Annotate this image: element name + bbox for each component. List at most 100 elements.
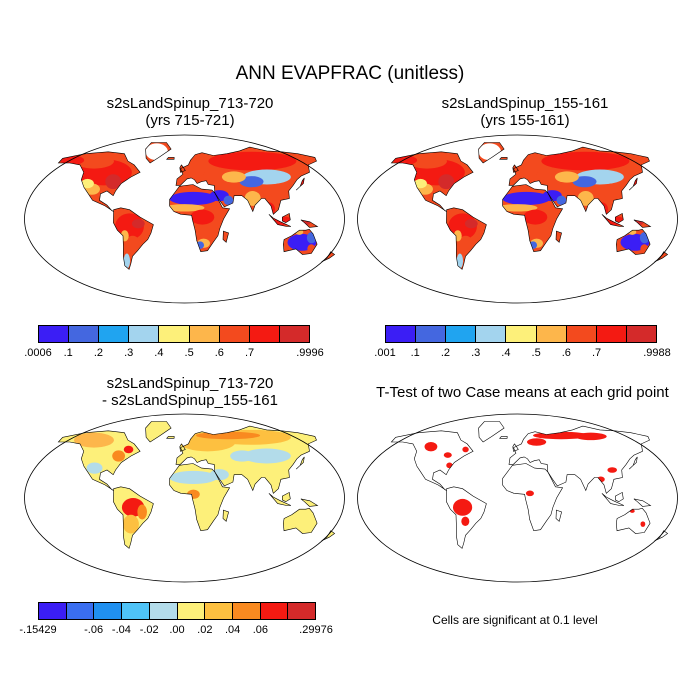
field-patch (230, 450, 255, 462)
colorbar-swatch (446, 326, 477, 342)
field-patch (414, 178, 427, 189)
coastline (175, 146, 317, 215)
land-field (391, 421, 668, 549)
field-patch (242, 448, 291, 464)
coastline (390, 151, 474, 212)
field-patch (406, 153, 447, 169)
field-patch (502, 191, 551, 205)
colorbar-label: .9996 (296, 347, 324, 359)
coastline (166, 436, 175, 439)
coastline (512, 443, 519, 452)
colorbar-swatch (99, 326, 130, 342)
field-patch (287, 512, 317, 530)
figure-title: ANN EVAPFRAC (unitless) (235, 63, 465, 84)
coastline (282, 491, 291, 503)
field-patch (497, 204, 538, 212)
coastline (166, 157, 175, 160)
colorbar-swatch (386, 326, 417, 342)
colorbar-swatch (69, 326, 100, 342)
field-patch (556, 195, 567, 205)
field-patch (443, 452, 452, 458)
colorbar-swatch (288, 603, 316, 619)
field-patch (607, 467, 618, 473)
field-patch (269, 183, 289, 199)
field-patch (190, 494, 215, 521)
coastline (282, 212, 291, 224)
colorbar-swatch (566, 326, 597, 342)
coastline (175, 425, 317, 494)
coastline (268, 493, 292, 506)
colorbar-label: .2 (440, 347, 451, 359)
colorbar-label: .5 (184, 347, 194, 359)
field-patch (453, 230, 462, 242)
coastline (499, 157, 508, 160)
coastline (615, 491, 624, 503)
colorbar-swatch (506, 326, 537, 342)
field-patch (438, 174, 455, 190)
field-patch (446, 462, 453, 469)
field-patch (523, 209, 548, 225)
field-patch (244, 191, 261, 206)
colorbar-swatch (260, 603, 289, 619)
colorbar-label: .4 (154, 347, 164, 359)
map-border (24, 413, 345, 583)
colorbar-swatch (159, 326, 190, 342)
panel-title-case2: s2sLandSpinup_155-161 (yrs 155-161) (365, 95, 685, 129)
colorbar-label: -.15429 (19, 624, 57, 636)
colorbar-label: .2 (93, 347, 104, 359)
colorbar-label: .5 (531, 347, 541, 359)
coastline (145, 142, 172, 164)
colorbar-label: .04 (224, 624, 241, 636)
colorbar-label: .4 (501, 347, 511, 359)
field-patch (478, 143, 501, 161)
coastline (57, 430, 141, 491)
significance-note: Cells are significant at 0.1 level (432, 613, 598, 627)
field-patch (86, 462, 103, 474)
panel-title-diff-line2: - s2sLandSpinup_155-161 (102, 392, 278, 409)
field-patch (464, 219, 478, 229)
coastline (512, 164, 519, 173)
coastline (113, 207, 154, 270)
map-panel-ttest (357, 413, 678, 583)
field-patch (461, 516, 470, 526)
colorbar-label: .9988 (643, 347, 671, 359)
field-patch (595, 202, 609, 218)
field-patch (572, 176, 597, 188)
coastline (633, 498, 652, 507)
colorbar-label: .29976 (299, 624, 333, 636)
panel-title-ttest-line1: T-Test of two Case means at each grid po… (376, 384, 669, 401)
colorbar-swatch (232, 603, 261, 619)
field-patch (462, 446, 469, 453)
land-field (391, 142, 668, 270)
land-base-fill (58, 421, 335, 549)
field-patch (73, 153, 114, 169)
land-field (58, 421, 335, 549)
colorbar-label: .6 (214, 347, 224, 359)
colorbar-label: -.06 (84, 624, 104, 636)
map-border (357, 134, 678, 304)
coastline (508, 425, 650, 494)
colorbar-label: -.02 (139, 624, 159, 636)
field-patch (525, 490, 534, 497)
panel-title-case1: s2sLandSpinup_713-720 (yrs 715-721) (30, 95, 350, 129)
colorbar-label: -.04 (111, 624, 131, 636)
panel-title-diff: s2sLandSpinup_713-720 - s2sLandSpinup_15… (30, 375, 350, 409)
colorbar-swatch (129, 326, 160, 342)
colorbar-label: .7 (591, 347, 602, 359)
colorbar-swatch (39, 603, 67, 619)
field-patch (574, 432, 607, 441)
field-patch (112, 450, 126, 462)
coastline (502, 463, 564, 532)
field-patch (532, 225, 552, 241)
field-patch (602, 183, 622, 199)
coastline (295, 456, 305, 470)
field-patch (262, 202, 276, 218)
coastline (222, 230, 229, 243)
field-patch (145, 143, 168, 161)
panel-title-case2-line2: (yrs 155-161) (480, 112, 570, 129)
land-base-fill (391, 421, 668, 549)
colorbar-case1: .0006 .1 .2 .3 .4 .5 .6 .7 .9996 (24, 325, 324, 365)
coastline (615, 212, 624, 224)
field-patch (554, 171, 579, 183)
field-patch (457, 235, 474, 255)
